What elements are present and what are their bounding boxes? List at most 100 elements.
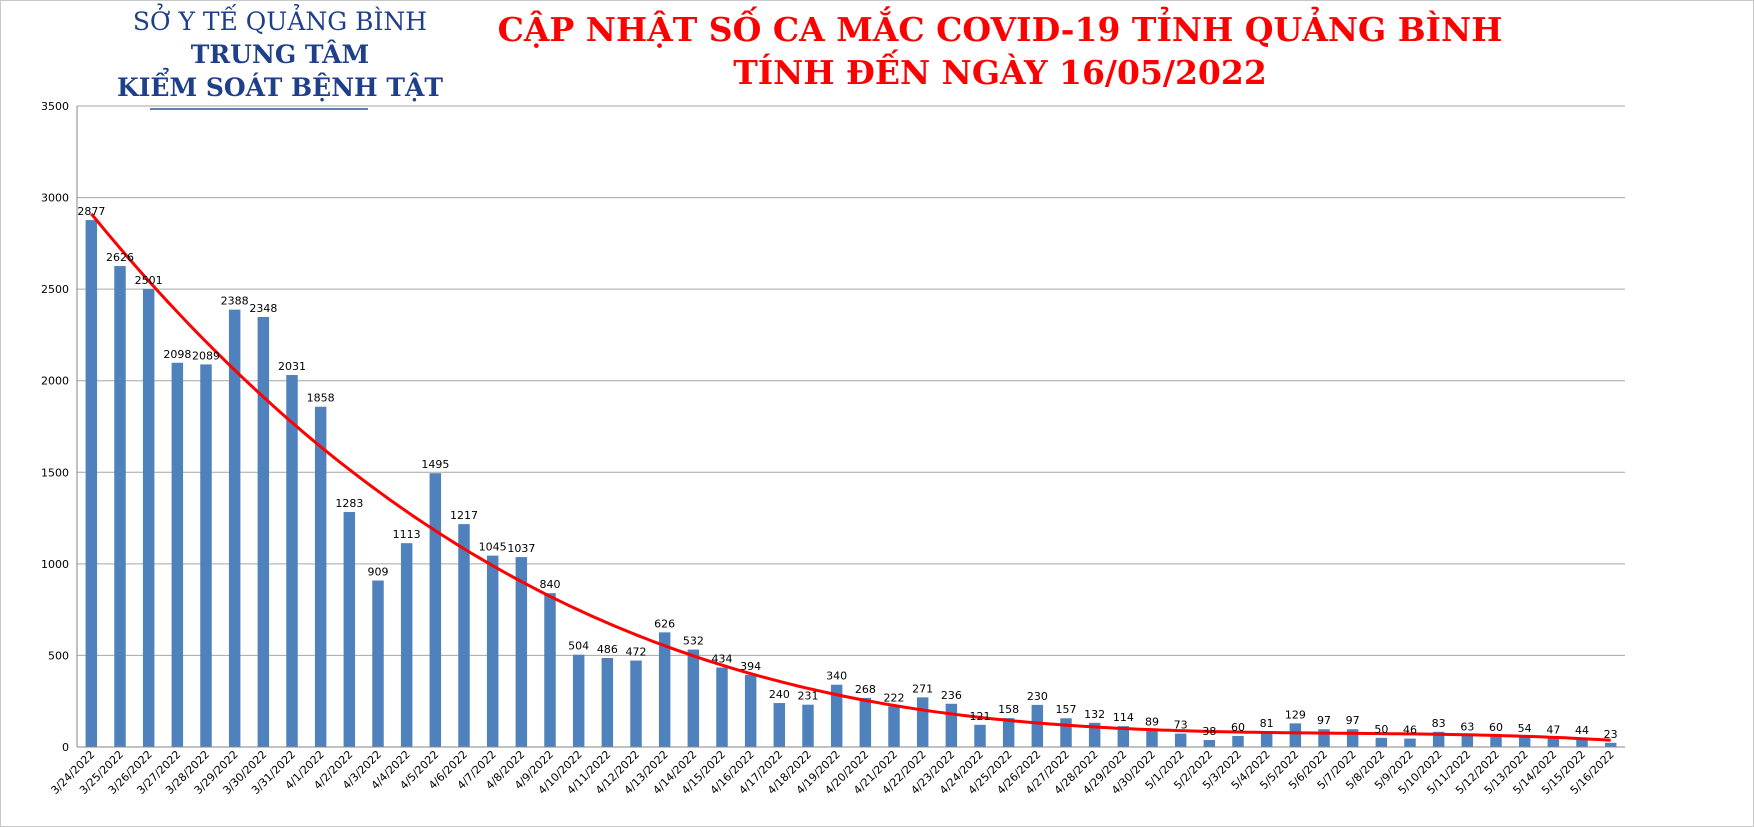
data-label: 236 bbox=[941, 689, 962, 702]
data-label: 60 bbox=[1231, 721, 1245, 734]
chart-title: CẬP NHẬT SỐ CA MẮC COVID-19 TỈNH QUẢNG B… bbox=[497, 10, 1503, 49]
data-label: 472 bbox=[626, 646, 647, 659]
bar bbox=[314, 406, 327, 747]
bar bbox=[1604, 742, 1617, 747]
bar bbox=[1547, 738, 1560, 747]
data-label: 271 bbox=[912, 682, 933, 695]
bar bbox=[1146, 730, 1158, 747]
org-center-label: TRUNG TÂM bbox=[190, 40, 370, 69]
trendline bbox=[90, 212, 1611, 742]
org-department: KIỂM SOÁT BỆNH TẬT bbox=[117, 73, 443, 102]
data-label: 54 bbox=[1518, 722, 1532, 735]
data-label: 340 bbox=[826, 670, 847, 683]
y-tick-label: 2000 bbox=[41, 375, 69, 388]
data-label: 1283 bbox=[335, 497, 363, 510]
bar bbox=[1088, 722, 1101, 747]
bar bbox=[257, 316, 270, 747]
bar bbox=[486, 555, 499, 747]
bar bbox=[658, 632, 671, 747]
bar bbox=[1346, 729, 1359, 747]
data-label: 486 bbox=[597, 643, 618, 656]
bar bbox=[1002, 718, 1015, 747]
bar bbox=[171, 362, 184, 747]
data-label: 73 bbox=[1174, 719, 1188, 732]
y-tick-label: 1000 bbox=[41, 558, 69, 571]
bar bbox=[1031, 704, 1044, 747]
data-label: 434 bbox=[712, 653, 733, 666]
data-label: 97 bbox=[1317, 714, 1331, 727]
bar bbox=[1289, 723, 1302, 747]
data-label: 60 bbox=[1489, 721, 1503, 734]
data-label: 2501 bbox=[135, 274, 163, 287]
bar bbox=[142, 288, 155, 747]
bar bbox=[1432, 731, 1445, 747]
data-label: 231 bbox=[798, 690, 819, 703]
data-label: 230 bbox=[1027, 690, 1048, 703]
bar bbox=[1576, 738, 1588, 747]
chart-subtitle: TÍNH ĐẾN NGÀY 16/05/2022 bbox=[733, 53, 1267, 92]
data-label: 44 bbox=[1575, 724, 1589, 737]
bar bbox=[400, 543, 413, 747]
data-label: 240 bbox=[769, 688, 790, 701]
bar bbox=[544, 593, 556, 747]
bar bbox=[630, 660, 642, 747]
bar bbox=[228, 309, 241, 747]
bar bbox=[716, 667, 728, 747]
bar bbox=[1461, 735, 1474, 747]
data-label: 909 bbox=[368, 566, 389, 579]
bar bbox=[114, 266, 126, 747]
bar bbox=[1518, 737, 1531, 747]
y-tick-label: 2500 bbox=[41, 283, 69, 296]
data-label: 23 bbox=[1604, 728, 1618, 741]
data-label: 840 bbox=[540, 578, 561, 591]
bar bbox=[974, 724, 986, 747]
y-tick-label: 3500 bbox=[41, 100, 69, 113]
y-tick-label: 3000 bbox=[41, 192, 69, 205]
data-label: 38 bbox=[1202, 725, 1216, 738]
bar bbox=[945, 703, 958, 747]
bar bbox=[1232, 736, 1244, 747]
data-label: 89 bbox=[1145, 716, 1159, 729]
bar bbox=[687, 649, 700, 747]
data-label: 1495 bbox=[421, 458, 449, 471]
data-label: 1037 bbox=[507, 542, 535, 555]
data-label: 97 bbox=[1346, 714, 1360, 727]
bar bbox=[1375, 737, 1388, 747]
bar bbox=[515, 557, 528, 747]
bar bbox=[429, 473, 442, 747]
org-name: SỞ Y TẾ QUẢNG BÌNH bbox=[132, 7, 428, 36]
data-label: 81 bbox=[1260, 717, 1274, 730]
y-tick-label: 0 bbox=[62, 741, 69, 754]
bar bbox=[601, 657, 614, 747]
bar bbox=[1404, 738, 1416, 747]
data-label: 2626 bbox=[106, 251, 134, 264]
data-label: 114 bbox=[1113, 711, 1134, 724]
bar bbox=[372, 580, 384, 747]
bar bbox=[572, 654, 585, 747]
y-tick-label: 1500 bbox=[41, 466, 69, 479]
data-label: 129 bbox=[1285, 708, 1306, 721]
bar bbox=[1174, 733, 1187, 747]
bar bbox=[85, 220, 98, 747]
bar bbox=[1060, 718, 1072, 747]
data-label: 121 bbox=[970, 710, 991, 723]
data-label: 83 bbox=[1432, 717, 1446, 730]
data-label: 626 bbox=[654, 617, 675, 630]
data-label: 1858 bbox=[307, 392, 335, 405]
bar bbox=[343, 512, 356, 747]
bar bbox=[458, 524, 470, 747]
data-label: 2877 bbox=[77, 205, 105, 218]
y-tick-label: 500 bbox=[48, 649, 69, 662]
data-label: 157 bbox=[1056, 703, 1077, 716]
data-label: 504 bbox=[568, 640, 589, 653]
bar bbox=[1318, 729, 1330, 747]
bar bbox=[1203, 740, 1216, 747]
bar bbox=[830, 684, 843, 747]
bar bbox=[916, 697, 929, 747]
data-label: 532 bbox=[683, 635, 704, 648]
data-label: 63 bbox=[1460, 720, 1474, 733]
bar bbox=[286, 375, 298, 747]
data-label: 2388 bbox=[221, 295, 249, 308]
bar bbox=[802, 704, 814, 747]
